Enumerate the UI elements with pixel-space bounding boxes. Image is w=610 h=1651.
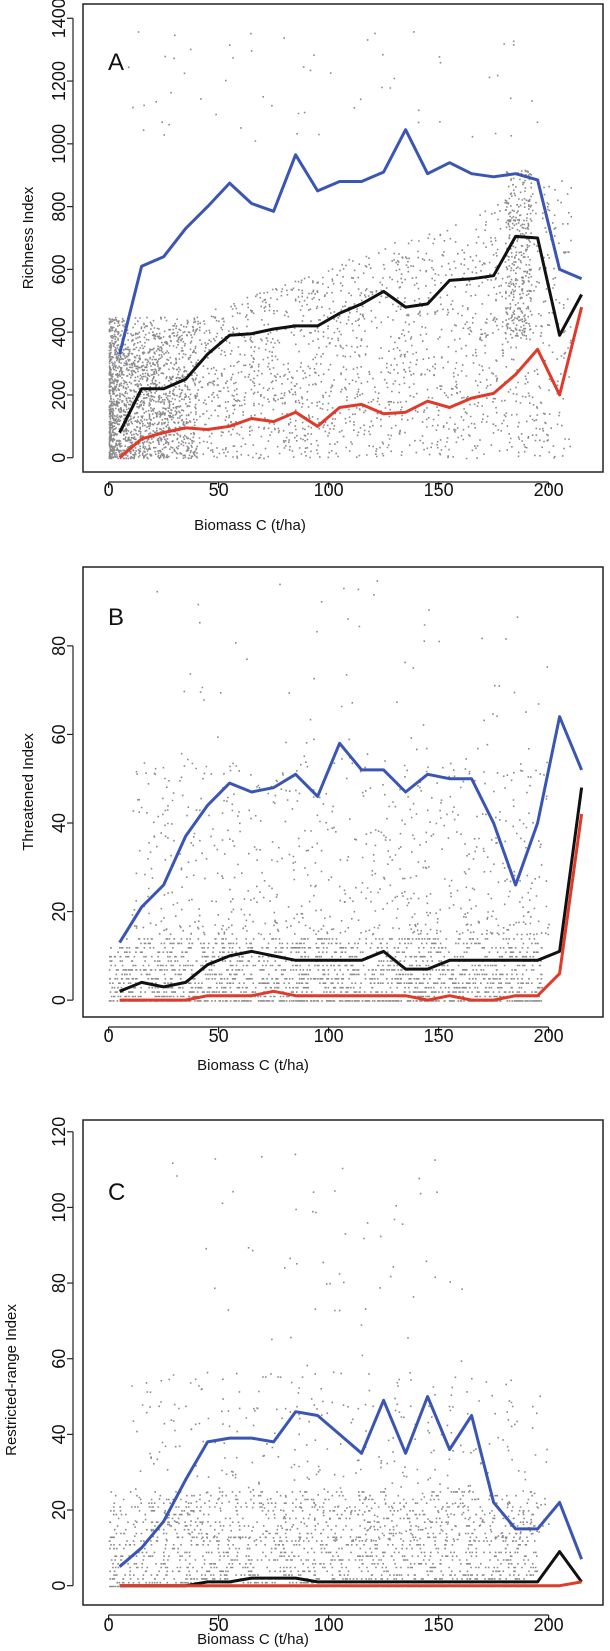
series-layer	[118, 128, 584, 459]
scatter-layer	[108, 1153, 550, 1588]
scatter-points	[108, 1153, 550, 1588]
x-tick-label: 50	[209, 1026, 229, 1046]
y-tick-label: 1400	[49, 0, 69, 38]
y-tick-label: 100	[49, 1192, 69, 1222]
scatter-layer	[108, 580, 550, 1002]
panel-letter: C	[108, 1179, 125, 1206]
y-tick-label: 600	[49, 254, 69, 284]
y-tick-label: 60	[49, 1349, 69, 1369]
y-tick-label: 120	[49, 1117, 69, 1147]
x-axis-title: Biomass C (t/ha)	[197, 1631, 309, 1648]
x-tick-label: 200	[534, 1615, 564, 1635]
x-tick-label: 100	[314, 480, 344, 500]
panel-c: 0 50 100 150 200 0 20 40 60 80 100 120 C Biomass C …	[3, 1117, 604, 1648]
y-tick-label: 0	[49, 995, 69, 1005]
panel-b: 0 50 100 150 200 0 20 40 60 80 B Biomass C (t/ha)…	[20, 566, 604, 1074]
x-tick-label: 150	[424, 1615, 454, 1635]
y-tick-label: 40	[49, 813, 69, 833]
y-tick-label: 80	[49, 1273, 69, 1293]
axis-layer: 0 50 100 150 200 0 20 40 60 80 100 120	[49, 1117, 564, 1635]
x-tick-label: 50	[209, 480, 229, 500]
axis-layer: 0 50 100 150 200 0 20 40 60 80	[49, 636, 564, 1046]
x-tick-label: 0	[104, 480, 114, 500]
y-tick-label: 1200	[49, 61, 69, 101]
y-tick-label: 0	[49, 453, 69, 463]
series-layer	[118, 1395, 583, 1588]
y-tick-label: 0	[49, 1581, 69, 1591]
x-tick-label: 200	[534, 480, 564, 500]
x-tick-label: 0	[104, 1615, 114, 1635]
x-tick-label: 50	[209, 1615, 229, 1635]
plot-frame	[82, 1119, 604, 1606]
y-axis-title: Threatened Index	[20, 733, 37, 851]
x-tick-label: 200	[534, 1026, 564, 1046]
series-line-2	[119, 1550, 583, 1588]
series-line-3	[118, 306, 584, 459]
series-line-2	[119, 787, 584, 993]
x-axis-title: Biomass C (t/ha)	[194, 517, 306, 534]
scatter-points	[108, 31, 573, 460]
series-line-1	[118, 128, 583, 355]
series-line-3	[119, 1580, 582, 1588]
x-tick-label: 150	[424, 480, 454, 500]
y-tick-label: 200	[49, 380, 69, 410]
y-axis-title: Restricted-range Index	[3, 1304, 20, 1456]
y-tick-label: 40	[49, 1424, 69, 1444]
y-tick-label: 20	[49, 1500, 69, 1520]
y-tick-label: 60	[49, 724, 69, 744]
series-line-1	[118, 1395, 583, 1568]
x-tick-label: 100	[314, 1615, 344, 1635]
y-tick-label: 400	[49, 317, 69, 347]
series-layer	[118, 715, 584, 1002]
series-line-1	[118, 715, 583, 944]
y-tick-label: 80	[49, 636, 69, 656]
scatter-points	[108, 580, 550, 1002]
plot-frame	[82, 3, 604, 473]
y-tick-label: 1000	[49, 124, 69, 164]
x-axis-title: Biomass C (t/ha)	[197, 1057, 309, 1074]
x-tick-label: 0	[104, 1026, 114, 1046]
y-axis-title: Richness Index	[20, 186, 37, 289]
panel-letter: B	[108, 604, 124, 631]
x-tick-label: 100	[314, 1026, 344, 1046]
series-line-3	[119, 813, 584, 1002]
y-tick-label: 20	[49, 902, 69, 922]
panel-letter: A	[108, 49, 124, 76]
axis-layer: 0 50 100 150 200 0 200 400 600 800 1000 1200 1400	[49, 0, 564, 500]
plot-frame	[82, 566, 604, 1018]
y-tick-label: 800	[49, 192, 69, 222]
x-tick-label: 150	[424, 1026, 454, 1046]
series-line-2	[118, 234, 583, 434]
scatter-layer	[108, 31, 573, 460]
